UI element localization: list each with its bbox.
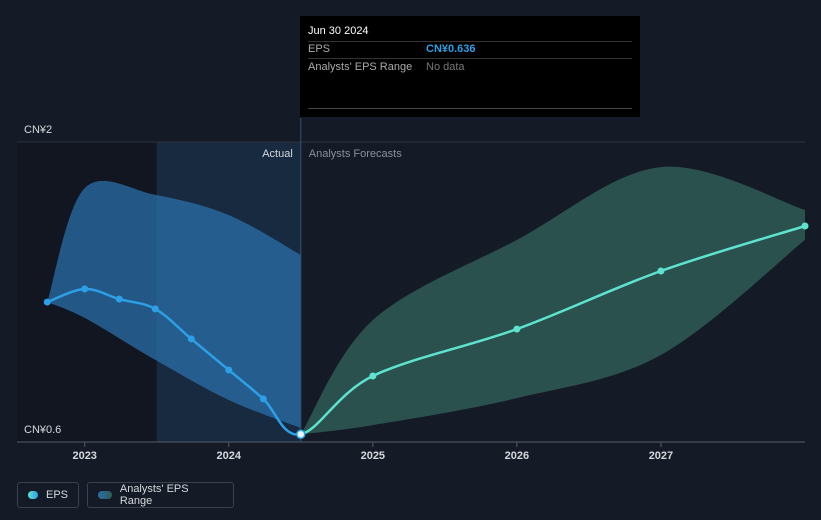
x-tick-label: 2023 xyxy=(72,450,96,462)
x-tick-label: 2024 xyxy=(217,450,242,462)
tooltip-key: Analysts' EPS Range xyxy=(308,61,413,73)
legend-swatch xyxy=(98,491,112,499)
eps-point xyxy=(187,335,195,343)
x-tick-label: 2025 xyxy=(361,450,385,462)
eps-point xyxy=(801,222,809,230)
x-tick-label: 2026 xyxy=(505,450,529,462)
eps-point xyxy=(657,267,665,275)
actual-label: Actual xyxy=(262,148,293,160)
legend-item[interactable]: Analysts' EPS Range xyxy=(87,482,234,508)
x-tick-label: 2027 xyxy=(649,450,673,462)
eps-point xyxy=(115,295,123,303)
eps-point xyxy=(296,429,306,440)
divider xyxy=(308,41,632,42)
legend-label: Analysts' EPS Range xyxy=(119,483,189,507)
tooltip-row: Analysts' EPS Range No data xyxy=(308,59,632,76)
eps-point xyxy=(151,305,159,313)
tooltip-key: EPS xyxy=(308,43,331,55)
divider xyxy=(308,108,632,109)
legend-item[interactable]: EPS xyxy=(17,482,79,508)
legend-label: EPS xyxy=(45,489,68,501)
y-tick-label: CN¥0.6 xyxy=(24,424,61,436)
tooltip-value: No data xyxy=(426,61,465,73)
tooltip: Jun 30 2024 EPS CN¥0.636 Analysts' EPS R… xyxy=(300,16,640,117)
tooltip-value: CN¥0.636 xyxy=(426,43,476,55)
forecast-label: Analysts Forecasts xyxy=(309,148,402,160)
range-band xyxy=(47,180,301,429)
legend-swatch xyxy=(28,491,38,499)
eps-point xyxy=(81,285,89,293)
y-tick-label: CN¥2 xyxy=(24,124,52,136)
eps-point xyxy=(43,298,51,306)
eps-point xyxy=(259,395,267,403)
eps-point xyxy=(225,366,233,374)
eps-point xyxy=(513,325,521,333)
eps-point xyxy=(369,372,377,380)
tooltip-row: EPS CN¥0.636 xyxy=(308,41,632,59)
range-band xyxy=(300,166,805,435)
tooltip-date: Jun 30 2024 xyxy=(308,25,369,37)
